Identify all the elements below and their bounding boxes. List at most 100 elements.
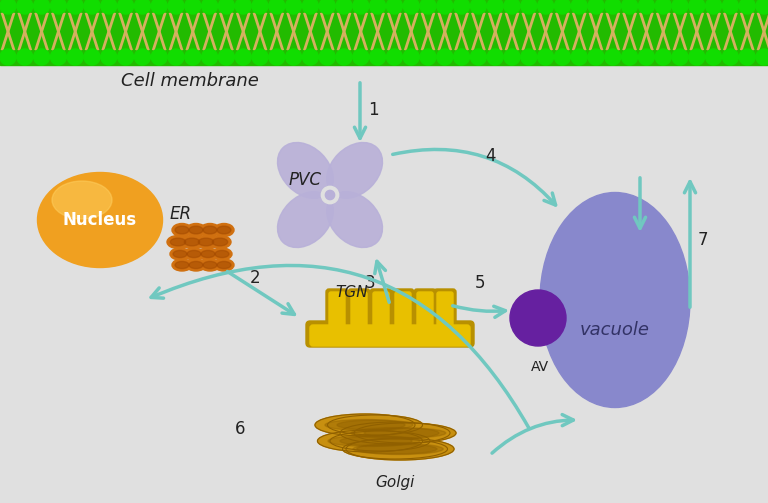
- Circle shape: [34, 49, 50, 65]
- Ellipse shape: [181, 235, 203, 248]
- Ellipse shape: [198, 238, 214, 246]
- Circle shape: [369, 49, 386, 65]
- Ellipse shape: [277, 142, 333, 198]
- Ellipse shape: [186, 259, 206, 271]
- FancyBboxPatch shape: [434, 289, 456, 330]
- Circle shape: [723, 49, 738, 65]
- FancyBboxPatch shape: [414, 289, 436, 330]
- Circle shape: [101, 0, 117, 14]
- Circle shape: [706, 49, 722, 65]
- Circle shape: [605, 0, 621, 14]
- Circle shape: [605, 49, 621, 65]
- Text: Nucleus: Nucleus: [63, 211, 137, 229]
- Circle shape: [252, 49, 268, 65]
- Circle shape: [521, 0, 537, 14]
- Circle shape: [454, 49, 469, 65]
- Ellipse shape: [214, 259, 234, 271]
- Ellipse shape: [52, 181, 112, 219]
- Circle shape: [756, 0, 768, 14]
- FancyBboxPatch shape: [329, 292, 345, 328]
- Circle shape: [689, 0, 705, 14]
- Circle shape: [84, 0, 100, 14]
- Circle shape: [369, 0, 386, 14]
- Circle shape: [201, 49, 217, 65]
- Ellipse shape: [200, 259, 220, 271]
- Ellipse shape: [187, 250, 201, 258]
- Circle shape: [17, 0, 33, 14]
- Circle shape: [353, 49, 369, 65]
- Ellipse shape: [540, 193, 690, 407]
- Circle shape: [84, 49, 100, 65]
- Circle shape: [538, 0, 554, 14]
- Circle shape: [168, 0, 184, 14]
- Circle shape: [34, 0, 50, 14]
- Circle shape: [521, 49, 537, 65]
- Text: ER: ER: [170, 205, 192, 223]
- Ellipse shape: [354, 423, 456, 443]
- Circle shape: [319, 0, 335, 14]
- Ellipse shape: [198, 248, 218, 260]
- Circle shape: [470, 49, 486, 65]
- Ellipse shape: [215, 250, 229, 258]
- Circle shape: [235, 49, 251, 65]
- FancyBboxPatch shape: [417, 292, 433, 328]
- FancyBboxPatch shape: [306, 321, 474, 347]
- Circle shape: [0, 0, 16, 14]
- Text: 3: 3: [364, 274, 375, 292]
- Ellipse shape: [212, 248, 232, 260]
- Text: 2: 2: [250, 269, 260, 287]
- Ellipse shape: [212, 238, 227, 246]
- Ellipse shape: [346, 438, 454, 460]
- Circle shape: [571, 0, 588, 14]
- Ellipse shape: [277, 192, 333, 247]
- Circle shape: [706, 0, 722, 14]
- Ellipse shape: [172, 223, 192, 236]
- Circle shape: [504, 0, 520, 14]
- Ellipse shape: [203, 262, 217, 269]
- Text: 4: 4: [485, 147, 495, 165]
- Circle shape: [487, 49, 503, 65]
- Circle shape: [201, 0, 217, 14]
- Ellipse shape: [189, 226, 203, 234]
- Bar: [0, 0, 768, 65]
- Ellipse shape: [170, 238, 186, 246]
- Ellipse shape: [326, 192, 382, 247]
- Circle shape: [218, 0, 234, 14]
- Circle shape: [510, 290, 566, 346]
- Circle shape: [51, 0, 66, 14]
- Circle shape: [326, 190, 335, 200]
- Circle shape: [269, 0, 285, 14]
- Circle shape: [303, 49, 319, 65]
- Circle shape: [118, 0, 134, 14]
- Ellipse shape: [327, 415, 422, 435]
- FancyBboxPatch shape: [326, 289, 348, 330]
- Ellipse shape: [172, 259, 192, 271]
- Text: AV: AV: [531, 360, 549, 374]
- Ellipse shape: [203, 226, 217, 234]
- Ellipse shape: [184, 238, 200, 246]
- Circle shape: [588, 0, 604, 14]
- Circle shape: [118, 49, 134, 65]
- Circle shape: [235, 0, 251, 14]
- Ellipse shape: [340, 436, 420, 446]
- Ellipse shape: [364, 428, 445, 438]
- Text: PVC: PVC: [289, 171, 322, 189]
- Ellipse shape: [351, 428, 439, 439]
- Circle shape: [638, 49, 654, 65]
- Circle shape: [303, 0, 319, 14]
- Circle shape: [286, 49, 302, 65]
- Circle shape: [151, 49, 167, 65]
- FancyBboxPatch shape: [395, 292, 411, 328]
- Ellipse shape: [317, 430, 422, 452]
- Ellipse shape: [175, 226, 189, 234]
- Circle shape: [185, 49, 200, 65]
- Circle shape: [655, 49, 671, 65]
- Text: TGN: TGN: [335, 285, 368, 300]
- Ellipse shape: [353, 444, 437, 454]
- Circle shape: [571, 49, 588, 65]
- FancyBboxPatch shape: [437, 292, 453, 328]
- Ellipse shape: [175, 262, 189, 269]
- Circle shape: [420, 0, 436, 14]
- Ellipse shape: [357, 444, 443, 455]
- Circle shape: [689, 49, 705, 65]
